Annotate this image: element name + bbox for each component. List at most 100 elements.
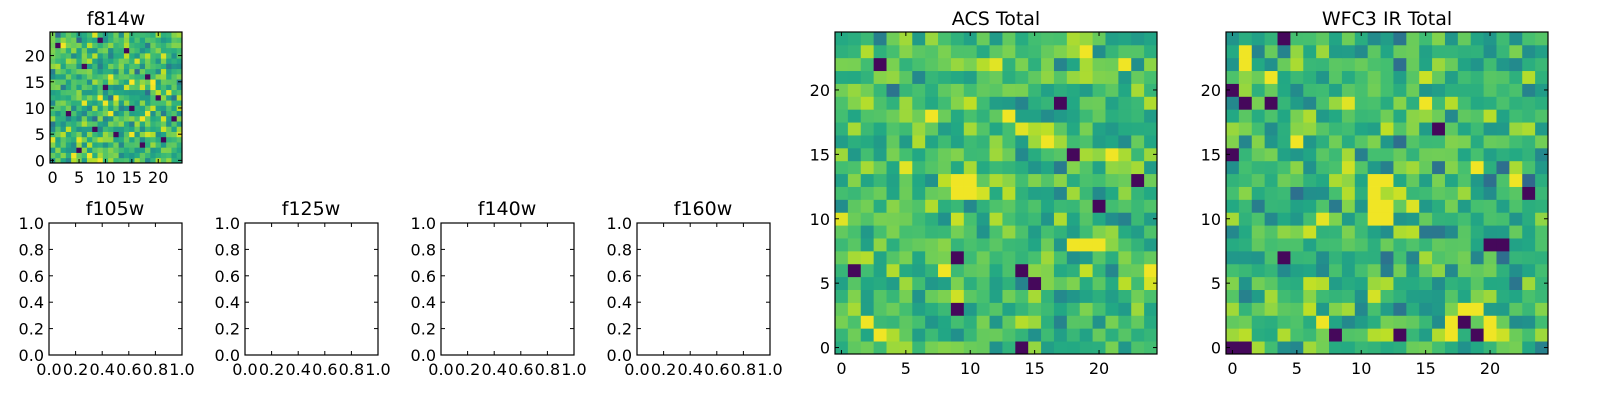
heatmap-cell [60, 100, 67, 106]
heatmap-cell [1483, 160, 1497, 175]
heatmap-cell [1028, 315, 1042, 329]
heatmap-cell [1105, 83, 1119, 97]
heatmap-cell [1264, 225, 1278, 239]
heatmap-cell [1053, 109, 1068, 123]
heatmap-cell [1535, 147, 1549, 162]
heatmap-cell [1002, 302, 1016, 316]
heatmap-cell [1367, 250, 1381, 265]
heatmap-cell [1002, 199, 1016, 213]
heatmap-cell [1015, 186, 1029, 200]
heatmap-cell [963, 250, 978, 265]
heatmap-cell [1144, 135, 1158, 149]
heatmap-cell [71, 126, 77, 132]
heatmap-cell [1131, 44, 1145, 59]
heatmap-cell [1509, 160, 1523, 175]
heatmap-cell [102, 52, 109, 59]
heatmap-cell [160, 147, 167, 153]
heatmap-cell [1483, 238, 1497, 252]
heatmap-cell [912, 32, 926, 46]
heatmap-cell [1238, 135, 1253, 149]
heatmap-cell [860, 147, 875, 162]
heatmap-cell [1522, 225, 1536, 239]
y-tick-label: 15 [1201, 145, 1221, 164]
heatmap-cell [1496, 83, 1510, 97]
heatmap-cell [55, 121, 61, 127]
heatmap-cell [886, 83, 900, 97]
heatmap-cell [1015, 250, 1029, 265]
y-tick-label: 0 [1211, 339, 1221, 358]
heatmap-cell [950, 160, 965, 175]
heatmap-cell [1470, 57, 1484, 72]
heatmap-cell [60, 157, 67, 164]
heatmap-cell [1277, 341, 1291, 355]
heatmap-cell [1457, 57, 1472, 72]
heatmap-cell [65, 115, 72, 122]
heatmap-cell [1406, 186, 1420, 200]
heatmap-cell [150, 84, 156, 91]
heatmap-cell [1238, 70, 1253, 84]
x-tick-label: 10 [960, 359, 980, 378]
heatmap-cell [1079, 32, 1093, 46]
heatmap-cell [60, 131, 67, 138]
heatmap-cell [102, 42, 109, 49]
heatmap-cell [1316, 341, 1330, 355]
heatmap-cell [1053, 186, 1068, 200]
heatmap-cell [1535, 212, 1549, 226]
heatmap-cell [1303, 173, 1317, 187]
heatmap-cell [1092, 109, 1106, 123]
heatmap-cell [86, 94, 93, 101]
heatmap-cell [1341, 32, 1356, 46]
heatmap-cell [860, 70, 875, 84]
heatmap-cell [1290, 328, 1304, 342]
heatmap-cell [1053, 160, 1068, 175]
heatmap-cell [134, 63, 141, 70]
heatmap-cell [1535, 276, 1549, 290]
heatmap-cell [1015, 302, 1029, 316]
heatmap-cell [1251, 315, 1266, 329]
heatmap-cell [873, 122, 887, 136]
heatmap-cell [81, 100, 88, 106]
heatmap-cell [160, 157, 167, 164]
heatmap-cell [1483, 96, 1497, 110]
heatmap-cell [176, 42, 183, 49]
heatmap-cell [1131, 212, 1145, 226]
heatmap-cell [1303, 57, 1317, 72]
heatmap-cell [1522, 328, 1536, 342]
heatmap-cell [1105, 225, 1119, 239]
heatmap-cell [1277, 135, 1291, 149]
heatmap-cell [1105, 96, 1119, 110]
heatmap-cell [1367, 225, 1381, 239]
heatmap-cell [1406, 160, 1420, 175]
heatmap-cell [1264, 57, 1278, 72]
heatmap-cell [1092, 135, 1106, 149]
heatmap-cell [1406, 276, 1420, 290]
heatmap-cell [1041, 57, 1055, 72]
heatmap-cell [118, 136, 125, 143]
heatmap-cell [160, 52, 167, 59]
heatmap-cell [166, 89, 172, 96]
heatmap-cell [60, 89, 67, 96]
heatmap-cell [1144, 328, 1158, 342]
heatmap-cell [60, 73, 67, 80]
heatmap-cell [1535, 96, 1549, 110]
heatmap-cell [1041, 109, 1055, 123]
heatmap-cell [950, 96, 965, 110]
heatmap-cell [155, 142, 162, 148]
heatmap-cell [1105, 199, 1119, 213]
heatmap-cell [1131, 225, 1145, 239]
heatmap-cell [1251, 83, 1266, 97]
heatmap-cell [899, 212, 913, 226]
heatmap-cell [1053, 32, 1068, 46]
heatmap-cell [1028, 135, 1042, 149]
heatmap-cell [1470, 341, 1484, 355]
heatmap-cell [1419, 276, 1433, 290]
heatmap-cell [1118, 212, 1132, 226]
heatmap-cell [123, 47, 130, 54]
heatmap-cell [1457, 199, 1472, 213]
heatmap-cell [1496, 225, 1510, 239]
heatmap-cell [1105, 44, 1119, 59]
heatmap-cell [171, 63, 178, 70]
heatmap-cell [134, 157, 141, 164]
heatmap-cell [1341, 109, 1356, 123]
